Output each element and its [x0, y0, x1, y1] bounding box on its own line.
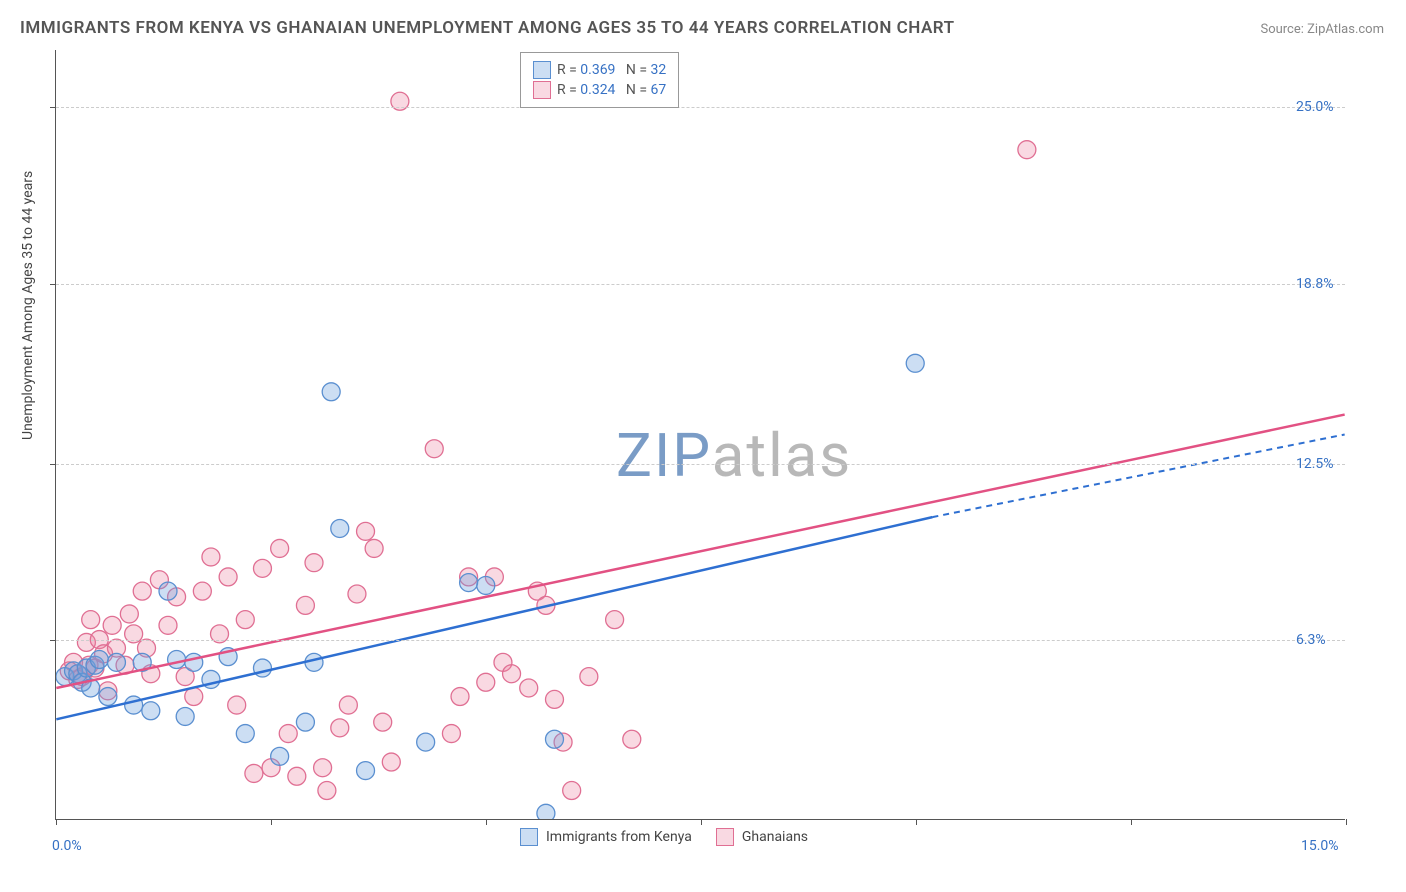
legend-row: R = 0.369 N = 32	[533, 61, 666, 79]
watermark-part2: atlas	[712, 420, 852, 491]
watermark-part1: ZIP	[616, 420, 712, 491]
x-tick-label-end: 15.0%	[1301, 838, 1339, 854]
x-tick	[56, 819, 57, 825]
swatch-ghana	[716, 828, 734, 846]
chart-svg	[56, 50, 1345, 819]
plot-area: ZIPatlas 6.3%12.5%18.8%25.0%0.0%15.0%	[55, 50, 1345, 820]
legend-swatch	[533, 81, 551, 99]
y-tick-label: 18.8%	[1296, 276, 1334, 292]
x-tick	[271, 819, 272, 825]
x-tick	[916, 819, 917, 825]
gridline-h	[56, 107, 1345, 108]
x-tick	[486, 819, 487, 825]
legend-label-kenya: Immigrants from Kenya	[546, 829, 692, 845]
x-tick	[1346, 819, 1347, 825]
y-tick-label: 12.5%	[1296, 456, 1334, 472]
legend-stats: R = 0.324 N = 67	[557, 82, 666, 98]
correlation-legend: R = 0.369 N = 32 R = 0.324 N = 67	[520, 52, 679, 108]
source-attribution: Source: ZipAtlas.com	[1260, 22, 1384, 37]
legend-item-kenya: Immigrants from Kenya	[520, 828, 692, 846]
gridline-h	[56, 640, 1345, 641]
swatch-kenya	[520, 828, 538, 846]
series-legend: Immigrants from Kenya Ghanaians	[520, 828, 808, 846]
legend-swatch	[533, 61, 551, 79]
chart-title: IMMIGRANTS FROM KENYA VS GHANAIAN UNEMPL…	[20, 18, 955, 38]
legend-row: R = 0.324 N = 67	[533, 81, 666, 99]
x-tick	[1131, 819, 1132, 825]
legend-item-ghana: Ghanaians	[716, 828, 808, 846]
watermark: ZIPatlas	[616, 420, 852, 491]
y-tick-label: 6.3%	[1296, 632, 1326, 648]
y-axis-label: Unemployment Among Ages 35 to 44 years	[20, 171, 36, 440]
y-tick-label: 25.0%	[1296, 99, 1334, 115]
x-tick-label-start: 0.0%	[52, 838, 82, 854]
legend-label-ghana: Ghanaians	[742, 829, 808, 845]
gridline-h	[56, 284, 1345, 285]
legend-stats: R = 0.369 N = 32	[557, 62, 666, 78]
gridline-h	[56, 464, 1345, 465]
x-tick	[701, 819, 702, 825]
